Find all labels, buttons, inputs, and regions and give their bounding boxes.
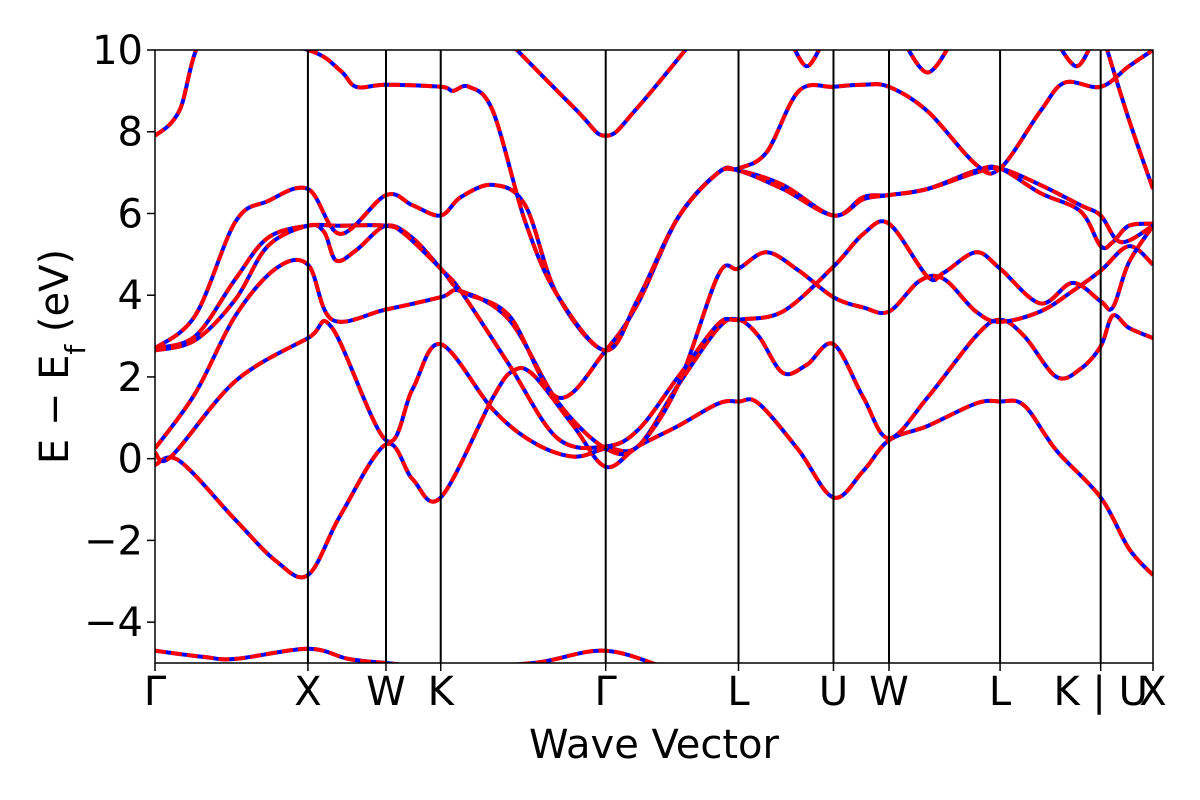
band-4-overlay-line xyxy=(155,219,1153,451)
x-tick-label-6: U xyxy=(819,669,848,715)
y-tick-label-3: 2 xyxy=(118,355,143,401)
band-8-reference-line xyxy=(514,50,688,138)
band-9-reference-line xyxy=(316,50,320,52)
y-tick-label-6: 8 xyxy=(118,110,143,156)
x-axis-label: Wave Vector xyxy=(529,722,780,768)
y-tick-label-0: −4 xyxy=(84,600,143,646)
band-0-overlay-line xyxy=(155,646,658,663)
x-tick-label-7: W xyxy=(869,669,909,715)
y-tick-label-5: 6 xyxy=(118,191,143,237)
x-tick-label-8: L xyxy=(989,669,1012,715)
x-tick-label-9: K | U xyxy=(1053,669,1147,715)
y-axis-label: E − Ef (eV) xyxy=(32,249,92,464)
x-tick-label-2: W xyxy=(366,669,406,715)
band-2-overlay-line xyxy=(155,313,1153,464)
y-tick-label-7: 10 xyxy=(92,28,143,74)
y-axis-label-main: E − E xyxy=(32,355,78,465)
x-tick-label-4: Γ xyxy=(595,669,618,715)
band-9-overlay-line xyxy=(316,50,320,52)
y-tick-label-2: 0 xyxy=(118,437,143,483)
x-tick-label-1: X xyxy=(294,669,321,715)
y-ticks: −4 −2 0 2 4 6 8 10 xyxy=(84,28,155,646)
band-12-overlay-line xyxy=(1059,50,1091,69)
band-1-overlay-line xyxy=(155,366,1153,580)
x-tick-label-3: K xyxy=(428,669,456,715)
y-tick-label-4: 4 xyxy=(118,273,143,319)
y-tick-label-1: −2 xyxy=(84,518,143,564)
band-1-reference-line xyxy=(155,366,1153,580)
band-5-reference-line xyxy=(155,164,1153,400)
y-axis-label-unit: (eV) xyxy=(32,249,78,345)
x-tick-label-10: X xyxy=(1139,669,1166,715)
bands-layer xyxy=(155,50,1153,663)
kpoint-lines-layer xyxy=(306,50,1102,663)
plot-frame xyxy=(154,49,1154,664)
band-7-overlay-line xyxy=(155,50,1153,353)
band-4-reference-line xyxy=(155,219,1153,451)
x-tick-label-5: L xyxy=(727,669,750,715)
x-tick-label-0: Γ xyxy=(144,669,167,715)
band-13-overlay-line xyxy=(1105,50,1153,190)
band-10-reference-line xyxy=(792,50,822,69)
band-5-overlay-line xyxy=(155,164,1153,400)
y-axis-label-subscript: f xyxy=(59,344,92,355)
band-8-overlay-line xyxy=(514,50,688,138)
